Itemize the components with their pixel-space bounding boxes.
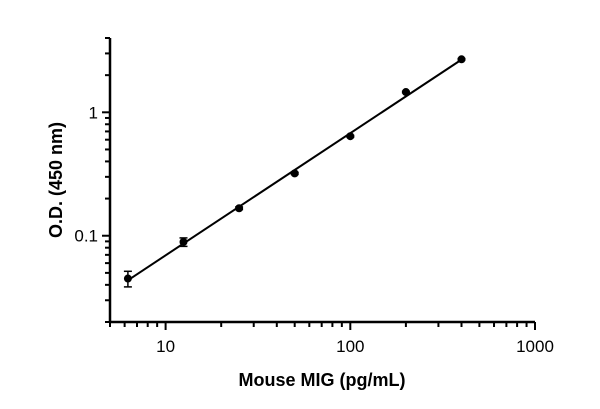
x-tick-label: 10	[156, 337, 175, 356]
y-tick-label: 0.1	[74, 227, 98, 246]
x-tick-label: 1000	[516, 337, 554, 356]
data-marks	[123, 55, 466, 288]
y-axis-title: O.D. (450 nm)	[46, 122, 66, 238]
data-point	[346, 132, 355, 141]
data-point	[123, 274, 132, 283]
x-tick-label: 100	[336, 337, 364, 356]
axes: 10 100 1000 0.1 1	[74, 37, 554, 356]
data-point	[235, 204, 244, 213]
data-point	[457, 55, 466, 64]
data-point	[179, 237, 188, 246]
data-point	[290, 169, 299, 178]
data-point	[401, 88, 410, 97]
x-axis-title: Mouse MIG (pg/mL)	[239, 370, 406, 390]
y-tick-label: 1	[89, 103, 98, 122]
